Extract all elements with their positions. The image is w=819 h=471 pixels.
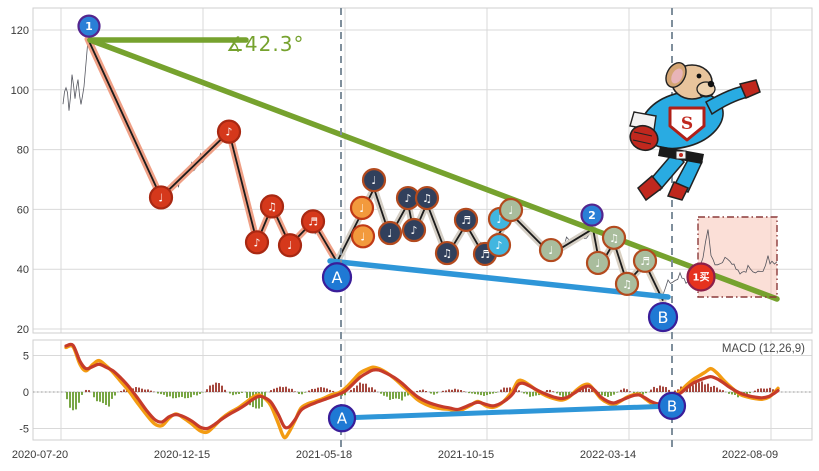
svg-text:♫: ♫ — [422, 192, 432, 205]
axis-label: -5 — [19, 424, 29, 436]
svg-text:S: S — [681, 114, 693, 134]
wave-marker-navy: ♪ — [401, 217, 427, 243]
svg-text:1买: 1买 — [693, 272, 710, 284]
axis-label: 2020-12-15 — [154, 449, 210, 461]
svg-text:♪: ♪ — [225, 126, 232, 139]
svg-text:♪: ♪ — [496, 213, 503, 226]
buy-signal-badge: 1买 — [686, 262, 716, 292]
svg-text:♪: ♪ — [495, 239, 502, 252]
axis-label: 2022-03-14 — [580, 449, 636, 461]
wave-marker-cyan: ♪ — [486, 232, 512, 258]
trendline-blue-macd — [339, 403, 675, 421]
axis-label: 2021-10-15 — [438, 449, 494, 461]
wave-marker-navy: ♫ — [414, 185, 440, 211]
wave-marker-navy: ♩ — [377, 220, 403, 246]
svg-text:B: B — [658, 308, 669, 327]
wave-marker-sage: ♫ — [614, 271, 640, 296]
point-b-badge-price: B — [647, 301, 679, 333]
point-1-badge: 1 — [77, 14, 101, 38]
superdog-illustration: S — [629, 62, 761, 202]
highlight-box-border — [697, 216, 778, 298]
wave-marker-red: ♫ — [259, 194, 285, 219]
svg-text:♫: ♫ — [442, 247, 452, 260]
wave-marker-sage: ♩ — [585, 250, 611, 276]
svg-text:♫: ♫ — [609, 232, 619, 245]
svg-text:♪: ♪ — [404, 192, 411, 205]
svg-text:♩: ♩ — [548, 244, 553, 257]
axis-label: 60 — [17, 204, 29, 216]
wave-marker-sage: ♬ — [632, 248, 658, 273]
wave-marker-navy: ♩ — [361, 167, 387, 193]
svg-text:♬: ♬ — [308, 215, 318, 228]
axis-label: 120 — [11, 25, 29, 37]
axis-label: 80 — [17, 145, 29, 157]
point-a-badge-macd: A — [327, 404, 357, 433]
wave-marker-sage: ♩ — [538, 237, 564, 263]
axis-tick-labels: 20 40 60 80 100 120 -5 0 5 2020-07-20 2020-12-15 20… — [11, 25, 779, 461]
wave-marker-navy: ♬ — [453, 207, 479, 232]
axis-label: 2021-05-18 — [296, 449, 352, 461]
wave-marker-orange: ♩ — [350, 224, 376, 249]
point-b-badge-macd: B — [657, 391, 687, 420]
svg-text:♩: ♩ — [508, 204, 513, 217]
svg-text:1: 1 — [85, 20, 93, 33]
trendline-blue-price — [327, 258, 671, 300]
axis-label: 40 — [17, 264, 29, 276]
axis-label: 0 — [23, 387, 29, 399]
point-a-badge-price: A — [321, 262, 353, 293]
svg-text:♬: ♬ — [640, 255, 650, 268]
wave-marker-orange: ♩ — [349, 195, 375, 221]
svg-text:♩: ♩ — [595, 257, 600, 270]
svg-text:♩: ♩ — [158, 191, 163, 204]
wave-marker-red: ♩ — [277, 233, 303, 258]
trendline-green-diagonal — [87, 37, 780, 302]
wave-marker-red: ♩ — [148, 185, 174, 210]
axis-label: 100 — [11, 85, 29, 97]
svg-text:♪: ♪ — [253, 236, 260, 249]
wave-marker-red: ♪ — [216, 119, 242, 144]
axis-label: 2022-08-09 — [722, 449, 778, 461]
wave-marker-red: ♪ — [244, 230, 270, 255]
svg-text:♩: ♩ — [287, 239, 292, 252]
wave-marker-red: ♬ — [300, 209, 326, 234]
svg-text:♩: ♩ — [387, 227, 392, 240]
svg-text:♩: ♩ — [359, 202, 364, 215]
svg-text:A: A — [337, 410, 348, 428]
svg-text:A: A — [332, 268, 343, 287]
svg-text:2: 2 — [588, 209, 596, 222]
wave-marker-navy: ♫ — [434, 240, 460, 266]
svg-text:♫: ♫ — [267, 200, 277, 213]
svg-text:♬: ♬ — [461, 214, 471, 227]
svg-text:♩: ♩ — [360, 230, 365, 243]
axis-label: 5 — [23, 351, 29, 363]
wave-marker-sage: ♫ — [601, 225, 627, 250]
axis-label: 2020-07-20 — [12, 449, 68, 461]
svg-text:B: B — [667, 397, 677, 415]
axis-label: 20 — [17, 324, 29, 336]
svg-text:♫: ♫ — [622, 278, 632, 291]
svg-text:♩: ♩ — [371, 174, 376, 187]
point-2-badge: 2 — [580, 203, 604, 227]
svg-text:♬: ♬ — [480, 248, 490, 261]
svg-text:♪: ♪ — [410, 224, 417, 237]
wave-marker-sage: ♩ — [498, 197, 524, 223]
